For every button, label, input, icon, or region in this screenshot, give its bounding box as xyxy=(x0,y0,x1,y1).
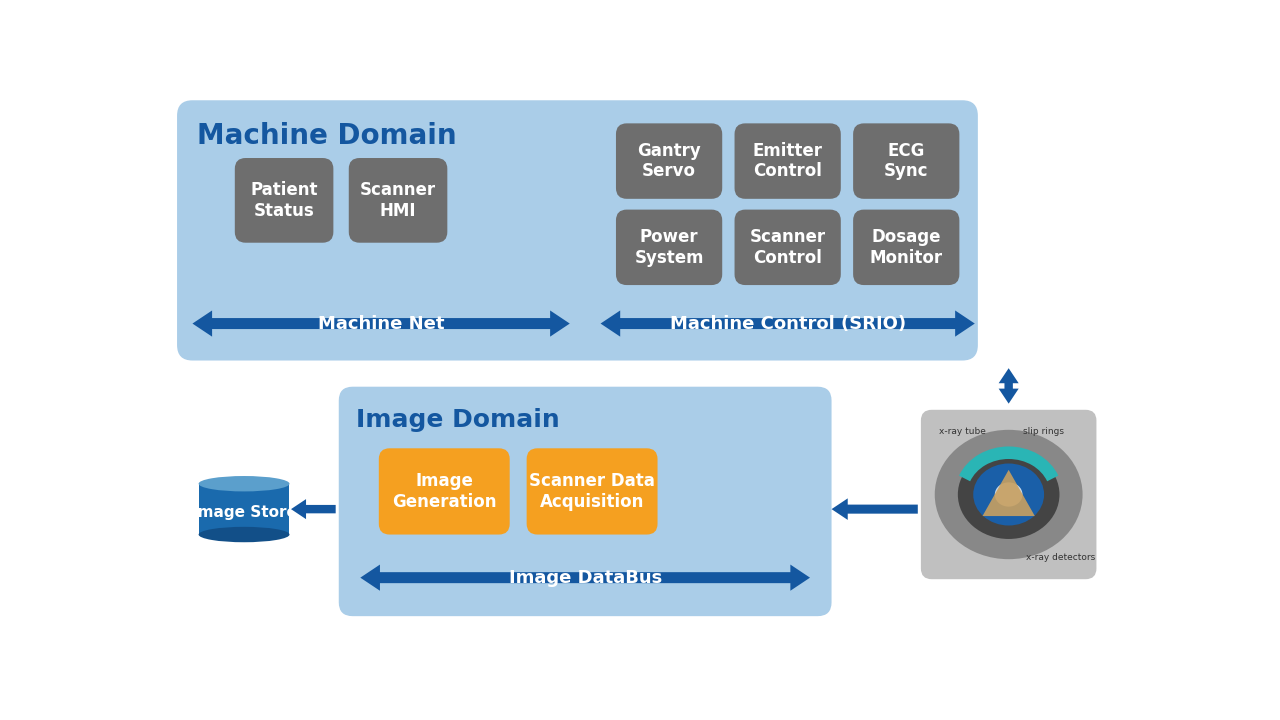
Polygon shape xyxy=(983,470,1034,516)
Text: Image Domain: Image Domain xyxy=(356,408,559,432)
FancyBboxPatch shape xyxy=(920,410,1097,579)
Text: Gantry
Servo: Gantry Servo xyxy=(637,142,701,181)
Text: Image
Generation: Image Generation xyxy=(392,472,497,510)
Polygon shape xyxy=(291,499,335,519)
Ellipse shape xyxy=(995,482,1023,507)
Text: Scanner
Control: Scanner Control xyxy=(750,228,826,266)
FancyBboxPatch shape xyxy=(854,210,960,285)
Text: x-ray detectors: x-ray detectors xyxy=(1025,553,1094,562)
Ellipse shape xyxy=(957,450,1060,539)
FancyBboxPatch shape xyxy=(348,158,447,243)
Polygon shape xyxy=(192,310,570,337)
FancyBboxPatch shape xyxy=(616,210,722,285)
Polygon shape xyxy=(600,310,975,337)
Ellipse shape xyxy=(973,464,1044,526)
FancyBboxPatch shape xyxy=(339,387,832,616)
Text: Patient
Status: Patient Status xyxy=(251,181,317,220)
Bar xyxy=(198,484,289,534)
Text: Scanner
HMI: Scanner HMI xyxy=(360,181,436,220)
Polygon shape xyxy=(832,498,918,520)
Text: slip rings: slip rings xyxy=(1023,427,1064,436)
Text: Scanner Data
Acquisition: Scanner Data Acquisition xyxy=(529,472,655,510)
Text: Image DataBus: Image DataBus xyxy=(508,569,662,587)
Polygon shape xyxy=(361,564,810,590)
Text: Dosage
Monitor: Dosage Monitor xyxy=(869,228,943,266)
FancyBboxPatch shape xyxy=(854,123,960,199)
Text: Emitter
Control: Emitter Control xyxy=(753,142,823,181)
Text: Power
System: Power System xyxy=(635,228,704,266)
FancyBboxPatch shape xyxy=(526,449,658,534)
FancyBboxPatch shape xyxy=(616,123,722,199)
Text: ECG
Sync: ECG Sync xyxy=(884,142,928,181)
Text: Machine Control (SRIO): Machine Control (SRIO) xyxy=(669,315,906,333)
Ellipse shape xyxy=(934,430,1083,559)
Text: x-ray tube: x-ray tube xyxy=(940,427,986,436)
FancyBboxPatch shape xyxy=(735,210,841,285)
FancyBboxPatch shape xyxy=(735,123,841,199)
Ellipse shape xyxy=(198,476,289,492)
FancyBboxPatch shape xyxy=(379,449,509,534)
Polygon shape xyxy=(998,368,1019,404)
Ellipse shape xyxy=(198,527,289,542)
FancyBboxPatch shape xyxy=(234,158,333,243)
FancyBboxPatch shape xyxy=(177,100,978,361)
Text: Machine Net: Machine Net xyxy=(317,315,444,333)
Text: Image Store: Image Store xyxy=(192,505,297,521)
Text: Machine Domain: Machine Domain xyxy=(197,122,457,150)
